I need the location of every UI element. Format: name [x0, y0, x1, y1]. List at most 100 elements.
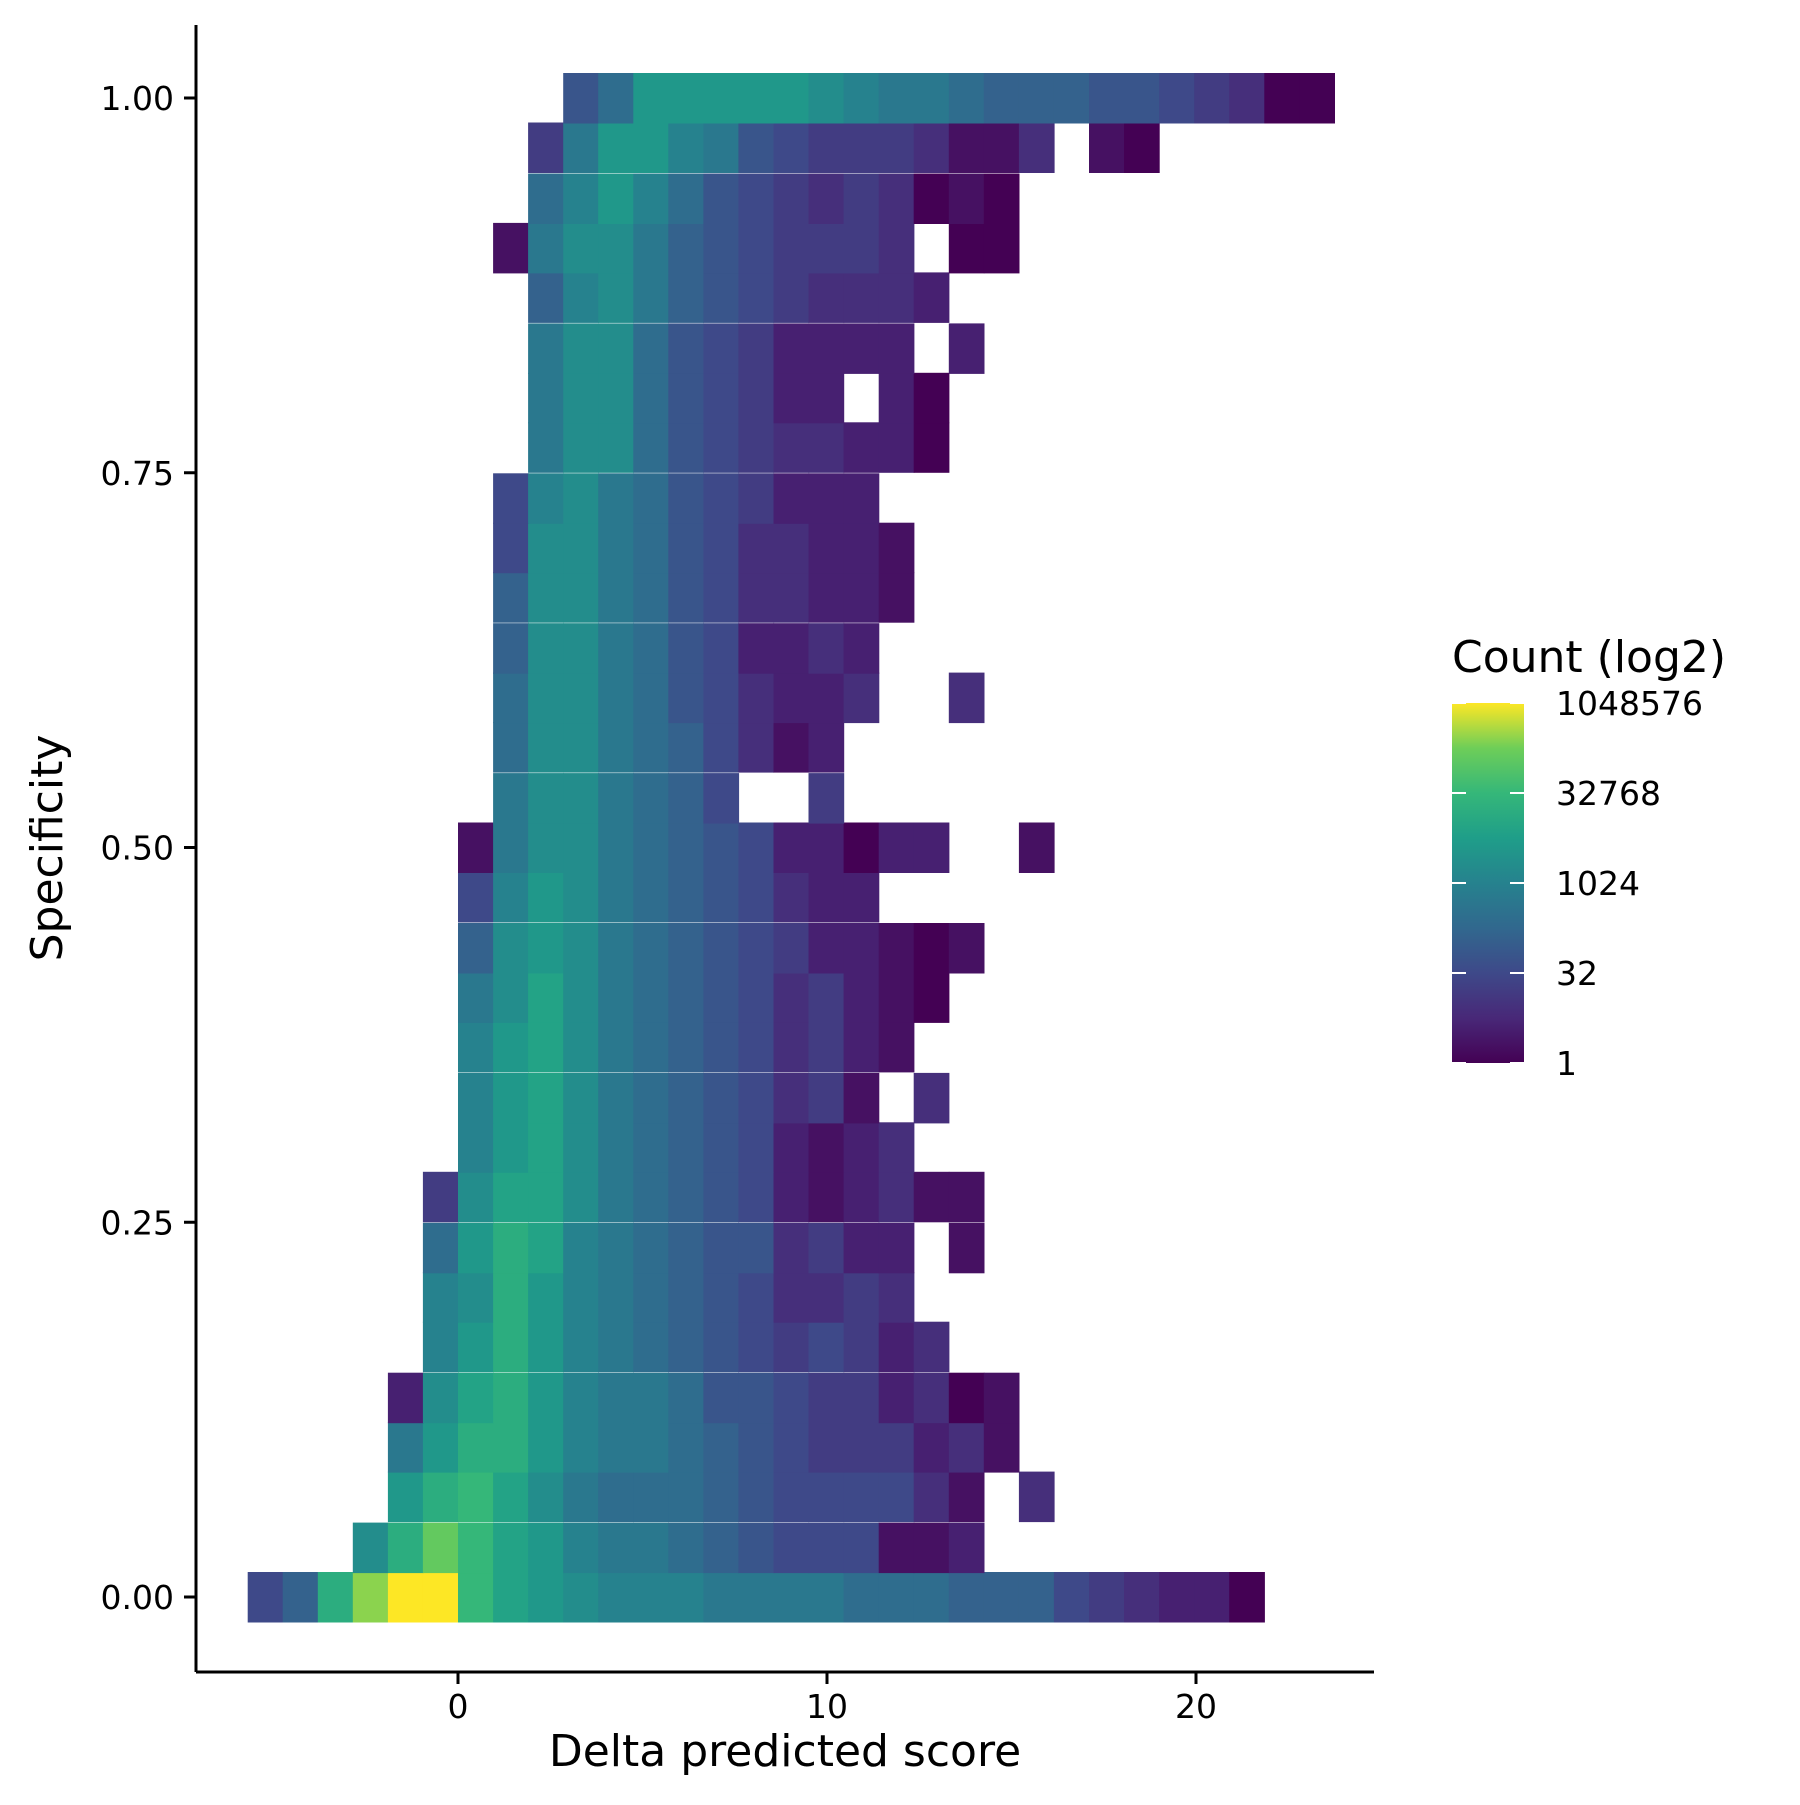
heatmap-cell [703, 1072, 740, 1124]
heatmap-cell [493, 623, 529, 674]
heatmap-cell [808, 323, 845, 374]
heatmap-cell [493, 923, 529, 974]
heatmap-cell [703, 122, 740, 173]
heatmap-cell [738, 1072, 775, 1124]
legend-breaks: 1048576 32768 1024 32 1 [1452, 684, 1703, 1083]
heatmap-cell [773, 372, 810, 424]
heatmap-cell [528, 623, 564, 674]
heatmap-cell [703, 1522, 740, 1574]
heatmap-cell [738, 672, 775, 724]
heatmap-cell [633, 972, 669, 1023]
heatmap-cell [738, 1171, 775, 1223]
heatmap-cell [528, 1222, 564, 1274]
heatmap-cell [668, 773, 704, 824]
heatmap-cell [387, 1372, 424, 1424]
heatmap-cell [458, 872, 494, 923]
legend: Count (log2) 1048576 32768 1024 32 1 [1452, 632, 1726, 1083]
heatmap-cell [458, 1222, 494, 1274]
heatmap-cell [598, 773, 634, 824]
heatmap-cell [1018, 1471, 1055, 1523]
heatmap-cell [773, 572, 810, 623]
heatmap-cell [738, 73, 775, 124]
x-tick-label: 0 [448, 1687, 469, 1726]
heatmap-cell [528, 1471, 564, 1523]
heatmap-cell [528, 122, 564, 173]
heatmap-cell [703, 1471, 740, 1523]
heatmap-cell [633, 1321, 669, 1373]
heatmap-cell [738, 522, 775, 574]
heatmap-cell [948, 122, 985, 173]
heatmap-cell [808, 1522, 845, 1574]
heatmap-cell [843, 1321, 880, 1373]
heatmap-cell [563, 272, 599, 323]
heatmap-cell [878, 173, 915, 224]
heatmap-cell [738, 722, 775, 773]
heatmap-cell [633, 1021, 669, 1073]
heatmap-cell [773, 1021, 810, 1073]
heatmap-cell [528, 1522, 564, 1574]
heatmap-cell [983, 1372, 1020, 1424]
heatmap-cell [808, 1222, 845, 1274]
heatmap-cell [843, 1171, 880, 1223]
heatmap-cell [563, 1021, 599, 1073]
heatmap-cell [703, 773, 740, 824]
heatmap-cell [493, 872, 529, 923]
heatmap-cell [422, 1471, 459, 1523]
heatmap-cell [633, 422, 669, 473]
heatmap-cell [843, 473, 880, 524]
heatmap-cell [878, 522, 915, 574]
heatmap-cell [528, 272, 564, 323]
heatmap-cell [633, 473, 669, 524]
heatmap-cell [387, 1471, 424, 1523]
heatmap-cell [878, 1572, 915, 1623]
heatmap-cell [808, 372, 845, 424]
heatmap-cell [808, 872, 845, 923]
heatmap-cells [247, 73, 1335, 1623]
heatmap-cell [668, 1171, 704, 1223]
heatmap-cell [878, 272, 915, 323]
heatmap-cell [913, 73, 950, 124]
heatmap-cell [598, 422, 634, 473]
heatmap-cell [773, 323, 810, 374]
heatmap-cell [738, 623, 775, 674]
heatmap-cell [738, 272, 775, 323]
heatmap-cell [493, 473, 529, 524]
heatmap-cell [808, 1272, 845, 1323]
heatmap-cell [948, 323, 985, 374]
heatmap-cell [913, 372, 950, 424]
heatmap-cell [773, 872, 810, 923]
heatmap-cell [703, 422, 740, 473]
heatmap-cell [528, 473, 564, 524]
heatmap-cell [633, 323, 669, 374]
heatmap-cell [493, 222, 529, 274]
heatmap-cell [738, 1321, 775, 1373]
heatmap-cell [493, 572, 529, 623]
x-tick-label: 20 [1175, 1687, 1217, 1726]
heatmap-cell [563, 522, 599, 574]
heatmap-cell [563, 1522, 599, 1574]
heatmap-cell [528, 1372, 564, 1424]
heatmap-cell [738, 572, 775, 623]
heatmap-cell [598, 1522, 634, 1574]
heatmap-cell [668, 1222, 704, 1274]
heatmap-cell [633, 522, 669, 574]
heatmap-cell [633, 672, 669, 724]
heatmap-cell [317, 1572, 354, 1623]
heatmap-cell [808, 572, 845, 623]
heatmap-cell [703, 722, 740, 773]
heatmap-cell [913, 972, 950, 1023]
heatmap-cell [493, 773, 529, 824]
heatmap-cell [633, 372, 669, 424]
heatmap-cell [773, 1522, 810, 1574]
heatmap-cell [913, 1522, 950, 1574]
heatmap-cell [598, 1372, 634, 1424]
heatmap-cell [773, 122, 810, 173]
heatmap-cell [738, 1372, 775, 1424]
heatmap-cell [738, 1572, 775, 1623]
heatmap-cell [703, 1272, 740, 1323]
heatmap-cell [773, 222, 810, 274]
heatmap-cell [563, 672, 599, 724]
heatmap-cell [773, 623, 810, 674]
heatmap-cell [563, 122, 599, 173]
heatmap-cell [1018, 122, 1055, 173]
